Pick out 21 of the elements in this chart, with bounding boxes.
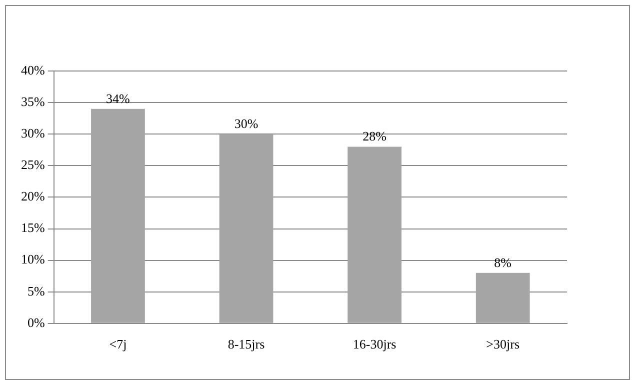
x-tick-label: 16-30jrs [352,336,396,352]
data-label: 34% [106,90,130,106]
y-tick-label: 20% [20,188,45,204]
x-tick-label: 8-15jrs [228,336,265,352]
data-label: 30% [234,116,258,132]
y-tick-label: 10% [20,252,45,267]
bar [219,134,274,323]
y-tick-label: 5% [27,283,45,298]
x-tick-label: >30jrs [486,336,520,352]
bar [476,272,530,323]
y-tick-label: 40% [20,62,45,78]
data-label: 28% [362,128,387,144]
y-tick-label: 0% [27,314,45,330]
y-tick-label: 25% [20,157,45,172]
x-tick-label: <7j [109,336,127,352]
bar [91,108,145,323]
data-label: 8% [494,254,512,270]
y-tick-label: 35% [20,94,45,109]
bar [348,146,402,323]
y-tick-label: 30% [20,126,45,141]
y-tick-label: 15% [20,220,45,236]
